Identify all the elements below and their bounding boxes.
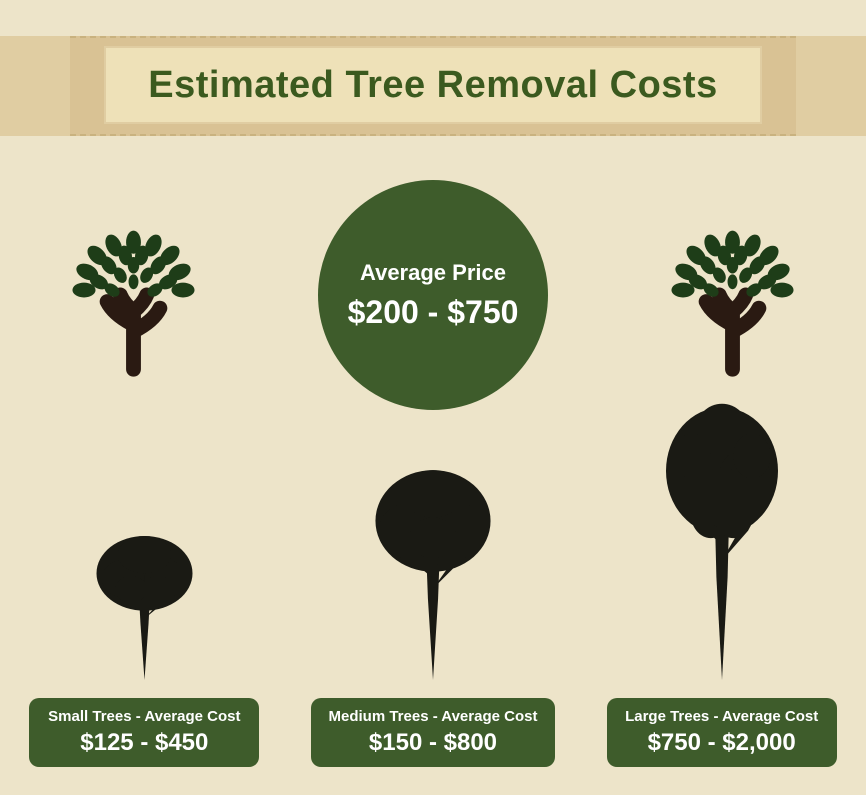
tree-column-large: Large Trees - Average Cost $750 - $2,000 — [597, 400, 847, 767]
cost-label: Small Trees - Average Cost — [47, 708, 241, 725]
tree-column-medium: Medium Trees - Average Cost $150 - $800 — [308, 460, 558, 767]
page-title: Estimated Tree Removal Costs — [148, 64, 717, 107]
average-price-value: $200 - $750 — [348, 294, 519, 331]
large-tree-icon — [627, 400, 817, 680]
cost-value: $750 - $2,000 — [625, 729, 819, 757]
title-box: Estimated Tree Removal Costs — [104, 46, 762, 124]
cost-label: Large Trees - Average Cost — [625, 708, 819, 725]
top-row: Average Price $200 - $750 — [0, 180, 866, 410]
tree-column-small: Small Trees - Average Cost $125 - $450 — [19, 520, 269, 767]
average-price-label: Average Price — [360, 260, 506, 286]
decorative-tree-icon — [650, 210, 815, 380]
cost-label: Medium Trees - Average Cost — [329, 708, 538, 725]
decorative-tree-icon — [51, 210, 216, 380]
cost-value: $125 - $450 — [47, 729, 241, 757]
cost-box-large: Large Trees - Average Cost $750 - $2,000 — [607, 698, 837, 767]
medium-tree-icon — [348, 460, 518, 680]
header-tab-left — [0, 36, 70, 136]
cost-box-medium: Medium Trees - Average Cost $150 - $800 — [311, 698, 556, 767]
cost-value: $150 - $800 — [329, 729, 538, 757]
bottom-row: Small Trees - Average Cost $125 - $450 M… — [0, 400, 866, 767]
cost-box-small: Small Trees - Average Cost $125 - $450 — [29, 698, 259, 767]
small-tree-icon — [77, 520, 212, 680]
average-price-circle: Average Price $200 - $750 — [318, 180, 548, 410]
header-tab-right — [796, 36, 866, 136]
